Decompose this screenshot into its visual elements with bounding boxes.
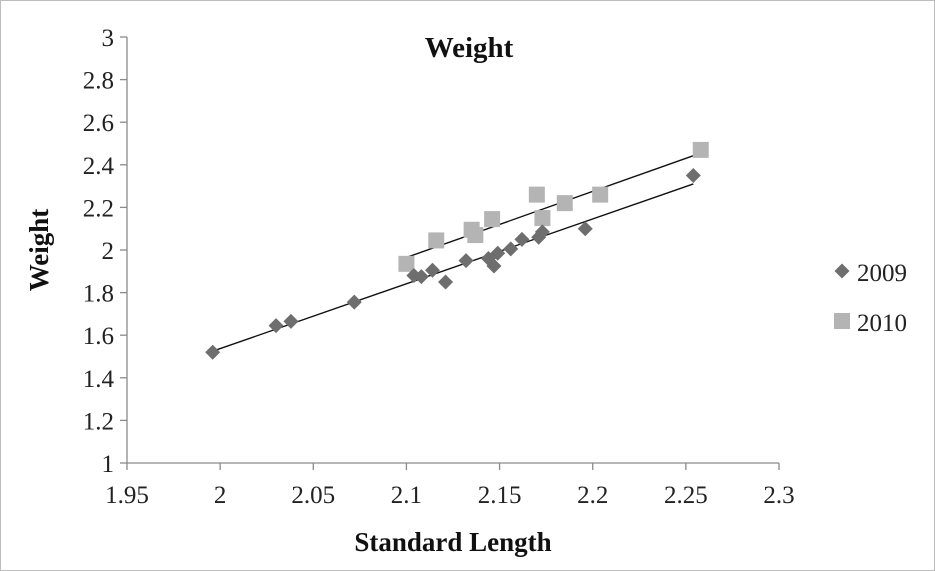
- trendline-2009: [212, 183, 694, 352]
- y-tick-label: 2.4: [83, 153, 115, 180]
- data-point-2010: [484, 211, 501, 228]
- y-tick-label: 2.6: [83, 110, 114, 137]
- data-point-2009: [425, 262, 441, 278]
- y-tick-label: 2.8: [83, 68, 114, 95]
- y-tick-label: 1.4: [83, 366, 115, 393]
- trendline-2010: [406, 152, 701, 259]
- data-point-2009: [490, 245, 506, 261]
- legend-label-2009: 2009: [857, 260, 907, 287]
- data-point-2009: [283, 313, 299, 329]
- data-point-2009: [205, 344, 221, 360]
- legend-label-2010: 2010: [857, 310, 907, 337]
- legend-marker-2009: [834, 263, 850, 279]
- legend: 2009 2010: [834, 260, 907, 337]
- data-point-2010: [534, 210, 551, 227]
- data-point-2009: [503, 241, 519, 257]
- chart-title: Weight: [425, 32, 514, 64]
- data-point-2010: [692, 141, 709, 158]
- data-points: [205, 141, 709, 360]
- axes-group: [120, 36, 780, 470]
- y-tick-label: 1.6: [83, 323, 114, 350]
- y-tick-label: 3: [102, 25, 115, 52]
- x-axis-title: Standard Length: [354, 527, 551, 557]
- data-point-2009: [458, 253, 474, 269]
- y-tick-label: 1: [102, 451, 115, 478]
- data-point-2010: [556, 195, 573, 212]
- x-tick-label: 2.1: [391, 482, 422, 509]
- x-tick-label: 2: [214, 482, 227, 509]
- data-point-2009: [514, 231, 530, 247]
- y-tick-label: 1.2: [83, 408, 114, 435]
- data-point-2010: [592, 186, 609, 203]
- y-tick-label: 2: [102, 238, 115, 265]
- data-point-2009: [534, 224, 550, 240]
- x-tick-label: 2.25: [664, 482, 708, 509]
- x-tick-label: 1.95: [105, 482, 149, 509]
- data-point-2009: [486, 258, 502, 274]
- x-tick-label: 2.15: [478, 482, 522, 509]
- data-point-2009: [685, 167, 701, 183]
- y-axis-title: Weight: [24, 209, 54, 292]
- legend-marker-2010: [834, 313, 850, 329]
- data-point-2010: [398, 255, 415, 272]
- data-point-2009: [346, 294, 362, 310]
- data-point-2009: [577, 221, 593, 237]
- x-tick-label: 2.3: [763, 482, 794, 509]
- data-point-2010: [428, 232, 445, 249]
- x-tick-labels: 1.95 2 2.05 2.1 2.15 2.2 2.25 2.3: [105, 482, 795, 509]
- y-tick-labels: 1 1.2 1.4 1.6 1.8 2 2.2 2.4 2.6 2.8 3: [83, 25, 115, 478]
- data-point-2010: [528, 186, 545, 203]
- data-point-2009: [413, 269, 429, 285]
- data-point-2009: [268, 318, 284, 334]
- y-tick-label: 2.2: [83, 195, 114, 222]
- y-tick-label: 1.8: [83, 281, 114, 308]
- data-point-2009: [438, 274, 454, 290]
- x-tick-label: 2.05: [291, 482, 335, 509]
- x-tick-label: 2.2: [577, 482, 608, 509]
- data-point-2010: [467, 227, 484, 244]
